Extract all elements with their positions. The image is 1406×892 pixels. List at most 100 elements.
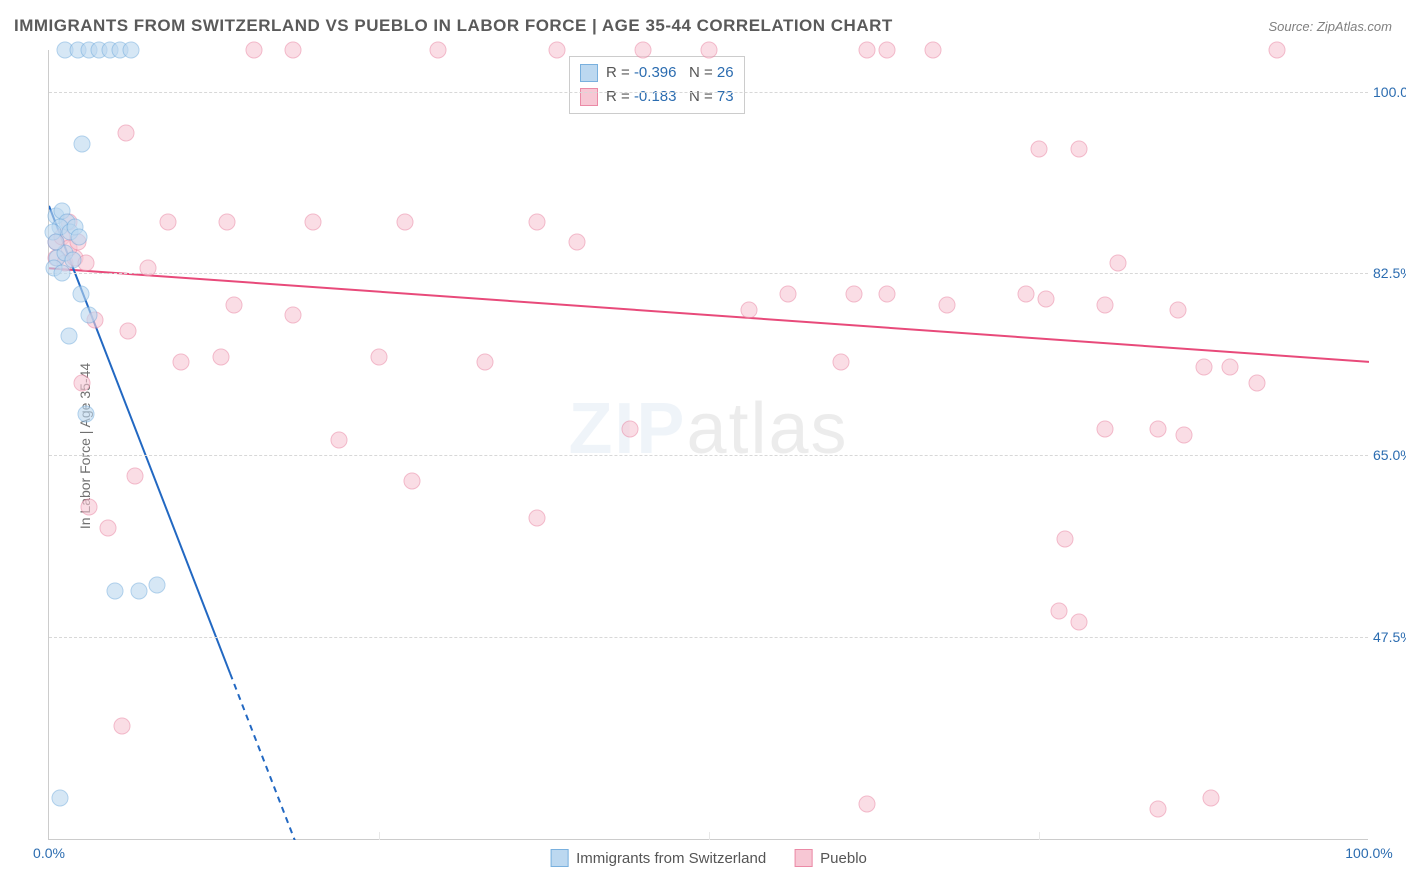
legend-row-series-1: R = -0.396 N = 26 (580, 61, 734, 85)
watermark: ZIPatlas (568, 388, 848, 470)
scatter-point (1050, 603, 1067, 620)
scatter-point (740, 301, 757, 318)
scatter-point (47, 234, 64, 251)
scatter-point (305, 213, 322, 230)
scatter-point (212, 348, 229, 365)
scatter-point (285, 42, 302, 59)
gridline-horizontal (49, 92, 1368, 93)
scatter-point (74, 135, 91, 152)
trend-lines-layer (49, 50, 1369, 840)
scatter-point (1097, 421, 1114, 438)
scatter-point (859, 42, 876, 59)
scatter-point (60, 327, 77, 344)
scatter-point (126, 468, 143, 485)
scatter-point (1070, 613, 1087, 630)
legend-row-series-2: R = -0.183 N = 73 (580, 85, 734, 109)
scatter-point (159, 213, 176, 230)
scatter-point (1222, 359, 1239, 376)
scatter-point (833, 353, 850, 370)
scatter-point (1070, 140, 1087, 157)
scatter-point (846, 286, 863, 303)
scatter-point (1037, 291, 1054, 308)
scatter-point (245, 42, 262, 59)
scatter-plot-area: ZIPatlas R = -0.396 N = 26 R = -0.183 N … (48, 50, 1368, 840)
scatter-point (1057, 530, 1074, 547)
gridline-vertical (709, 832, 710, 840)
swatch-icon (794, 849, 812, 867)
swatch-icon (580, 64, 598, 82)
scatter-point (1031, 140, 1048, 157)
scatter-point (225, 296, 242, 313)
scatter-point (117, 125, 134, 142)
scatter-point (1149, 421, 1166, 438)
scatter-point (476, 353, 493, 370)
scatter-point (1268, 42, 1285, 59)
scatter-point (529, 509, 546, 526)
scatter-point (71, 229, 88, 246)
scatter-point (285, 307, 302, 324)
scatter-point (130, 582, 147, 599)
y-tick-label: 100.0% (1373, 84, 1406, 100)
chart-title: IMMIGRANTS FROM SWITZERLAND VS PUEBLO IN… (14, 16, 893, 36)
y-tick-label: 65.0% (1373, 447, 1406, 463)
scatter-point (173, 353, 190, 370)
scatter-point (397, 213, 414, 230)
scatter-point (925, 42, 942, 59)
scatter-point (780, 286, 797, 303)
scatter-point (938, 296, 955, 313)
scatter-point (77, 405, 94, 422)
trend-line (230, 674, 313, 840)
scatter-point (701, 42, 718, 59)
gridline-vertical (1039, 832, 1040, 840)
scatter-point (621, 421, 638, 438)
scatter-point (113, 717, 130, 734)
correlation-legend: R = -0.396 N = 26 R = -0.183 N = 73 (569, 56, 745, 114)
scatter-point (549, 42, 566, 59)
scatter-point (74, 374, 91, 391)
scatter-point (122, 42, 139, 59)
legend-item-series-2: Pueblo (794, 849, 867, 867)
trend-line (49, 206, 230, 674)
scatter-point (1017, 286, 1034, 303)
scatter-point (1110, 255, 1127, 272)
scatter-point (1202, 790, 1219, 807)
x-tick-label: 100.0% (1345, 845, 1392, 861)
scatter-point (331, 431, 348, 448)
y-tick-label: 47.5% (1373, 629, 1406, 645)
scatter-point (54, 265, 71, 282)
legend-item-series-1: Immigrants from Switzerland (550, 849, 766, 867)
scatter-point (51, 790, 68, 807)
scatter-point (80, 499, 97, 516)
source-attribution: Source: ZipAtlas.com (1268, 19, 1392, 34)
scatter-point (430, 42, 447, 59)
scatter-point (100, 520, 117, 537)
bottom-legend: Immigrants from Switzerland Pueblo (550, 849, 867, 867)
scatter-point (140, 260, 157, 277)
scatter-point (107, 582, 124, 599)
gridline-horizontal (49, 637, 1368, 638)
scatter-point (1196, 359, 1213, 376)
chart-header: IMMIGRANTS FROM SWITZERLAND VS PUEBLO IN… (14, 12, 1392, 40)
scatter-point (529, 213, 546, 230)
swatch-icon (550, 849, 568, 867)
x-tick-label: 0.0% (33, 845, 65, 861)
scatter-point (80, 307, 97, 324)
scatter-point (1149, 800, 1166, 817)
gridline-horizontal (49, 455, 1368, 456)
scatter-point (635, 42, 652, 59)
scatter-point (859, 795, 876, 812)
scatter-point (1176, 426, 1193, 443)
scatter-point (1169, 301, 1186, 318)
scatter-point (1248, 374, 1265, 391)
scatter-point (149, 577, 166, 594)
scatter-point (404, 473, 421, 490)
scatter-point (371, 348, 388, 365)
scatter-point (120, 322, 137, 339)
scatter-point (879, 42, 896, 59)
scatter-point (72, 286, 89, 303)
scatter-point (1097, 296, 1114, 313)
gridline-horizontal (49, 273, 1368, 274)
gridline-vertical (379, 832, 380, 840)
scatter-point (879, 286, 896, 303)
y-tick-label: 82.5% (1373, 265, 1406, 281)
